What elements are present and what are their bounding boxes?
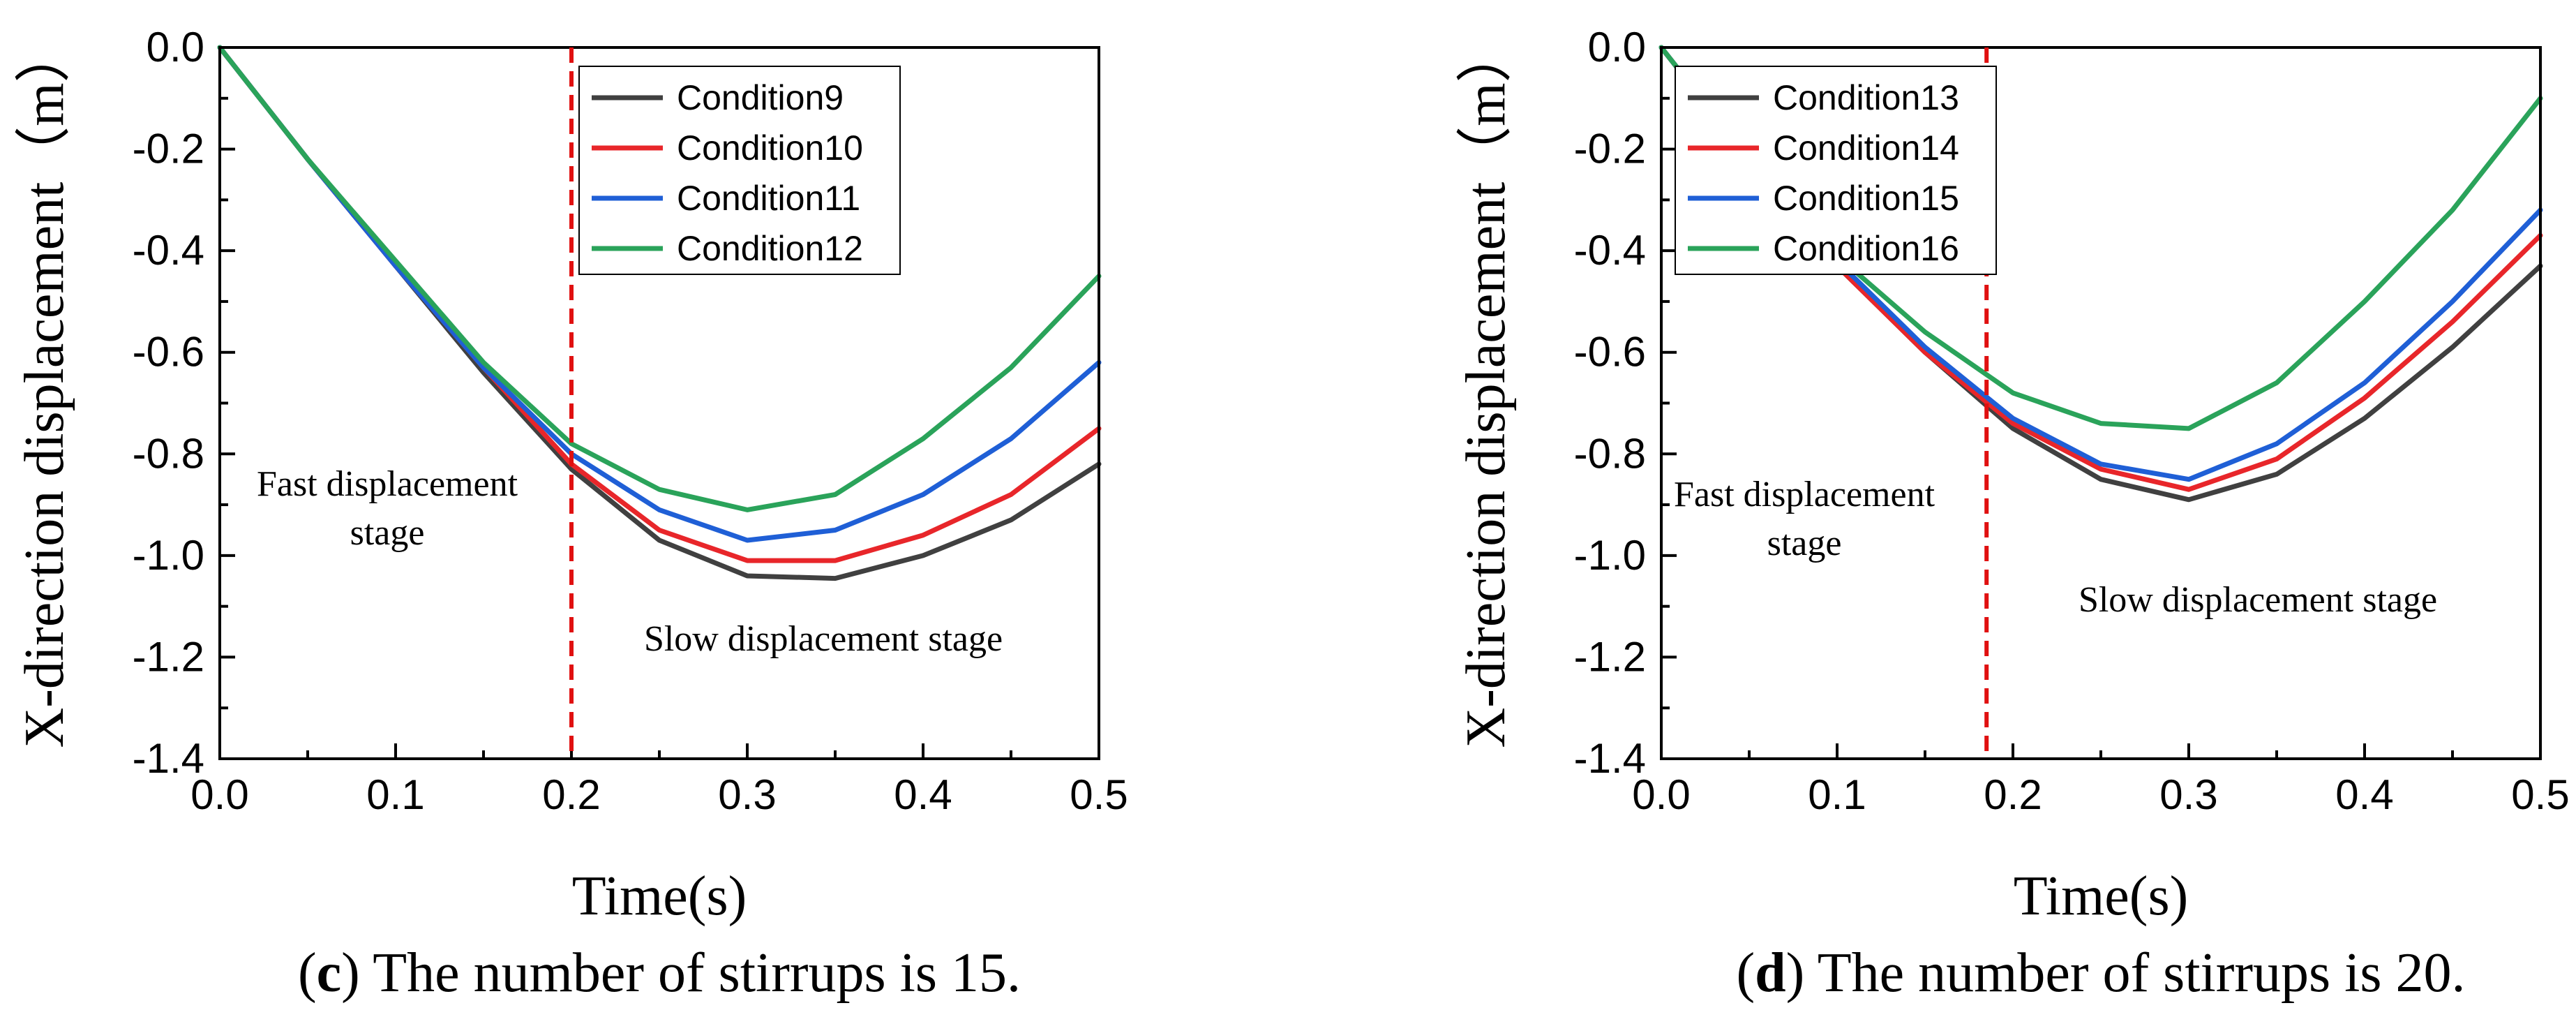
y-tick-label: -0.4 (133, 227, 204, 274)
y-tick-label: -1.4 (133, 735, 204, 782)
y-tick-label: -1.0 (1574, 532, 1646, 579)
x-axis-title: Time(s) (572, 866, 747, 927)
caption-text: ) The number of stirrups is 20. (1786, 942, 2466, 1004)
y-tick-label: -1.0 (133, 532, 204, 579)
x-tick-label: 0.3 (718, 771, 776, 818)
legend-label-condition9: Condition9 (677, 78, 844, 117)
caption-c: (c) The number of stirrups is 15. (298, 942, 1021, 1004)
x-tick-label: 0.4 (894, 771, 952, 818)
caption-prefix: ( (298, 942, 317, 1004)
x-tick-label: 0.5 (1070, 771, 1128, 818)
y-tick-label: -0.6 (1574, 329, 1646, 376)
y-tick-label: -0.6 (133, 329, 204, 376)
slow-stage-annotation: Slow displacement stage (644, 619, 1003, 659)
x-tick-label: 0.3 (2159, 771, 2217, 818)
chart-panel-d: 0.0 0.1 0.2 0.3 0.4 0.5 0.0 -0.2 -0.4 -0.6 -0.8 -1.… (1288, 0, 2576, 1024)
caption-letter: d (1755, 942, 1786, 1004)
x-axis-title: Time(s) (2014, 866, 2188, 927)
series-line-condition12 (217, 45, 1102, 512)
y-tick-label: -0.8 (133, 430, 204, 477)
y-tick-label: -1.2 (1574, 633, 1646, 680)
legend-label-condition13: Condition13 (1773, 78, 1959, 117)
legend-label-condition14: Condition14 (1773, 128, 1959, 168)
caption-letter: c (317, 942, 342, 1004)
fast-stage-annotation: Fast displacement (1674, 475, 1935, 514)
legend-label-condition16: Condition16 (1773, 229, 1959, 268)
legend-label-condition11: Condition11 (677, 179, 860, 218)
legend-box (1675, 66, 1997, 275)
fast-stage-annotation-line2: stage (350, 513, 425, 553)
x-tick-label: 0.1 (366, 771, 424, 818)
slow-stage-annotation: Slow displacement stage (2079, 580, 2437, 620)
y-tick-label: -0.2 (1574, 126, 1646, 172)
fast-stage-annotation: Fast displacement (257, 464, 518, 504)
y-tick-label: -1.4 (1574, 735, 1646, 782)
x-tick-label: 0.5 (2511, 771, 2569, 818)
x-tick-label: 0.0 (190, 771, 248, 818)
caption-d: (d) The number of stirrups is 20. (1736, 942, 2465, 1004)
legend-label-condition10: Condition10 (677, 128, 863, 168)
y-tick-label: -0.4 (1574, 227, 1646, 274)
y-axis-title: X-direction displacement（m） (14, 27, 75, 748)
y-tick-label: -0.8 (1574, 430, 1646, 477)
caption-prefix: ( (1736, 942, 1755, 1004)
legend-box (578, 66, 901, 275)
y-tick-label: 0.0 (147, 24, 204, 71)
chart-c-svg: 0.0 0.1 0.2 0.3 0.4 0.5 0.0 -0.2 -0.4 -0.6 -0.8 -1.… (14, 24, 1128, 1004)
y-tick-label: -1.2 (133, 633, 204, 680)
y-tick-label: -0.2 (133, 126, 204, 172)
chart-panel-c: 0.0 0.1 0.2 0.3 0.4 0.5 0.0 -0.2 -0.4 -0.6 -0.8 -1.… (14, 24, 1128, 1004)
y-axis-title: X-direction displacement（m） (1455, 27, 1517, 748)
legend-label-condition15: Condition15 (1773, 179, 1959, 218)
legend-label-condition12: Condition12 (677, 229, 863, 268)
fast-stage-annotation-line2: stage (1767, 524, 1842, 563)
caption-text: ) The number of stirrups is 15. (341, 942, 1021, 1004)
x-tick-label: 0.2 (1984, 771, 2042, 818)
x-tick-label: 0.4 (2335, 771, 2393, 818)
x-tick-label: 0.1 (1808, 771, 1866, 818)
y-tick-label: 0.0 (1588, 24, 1646, 71)
x-tick-label: 0.0 (1632, 771, 1690, 818)
chart-d-svg: 0.0 0.1 0.2 0.3 0.4 0.5 0.0 -0.2 -0.4 -0.6 -0.8 -1.… (1455, 24, 2570, 1004)
x-tick-label: 0.2 (542, 771, 600, 818)
